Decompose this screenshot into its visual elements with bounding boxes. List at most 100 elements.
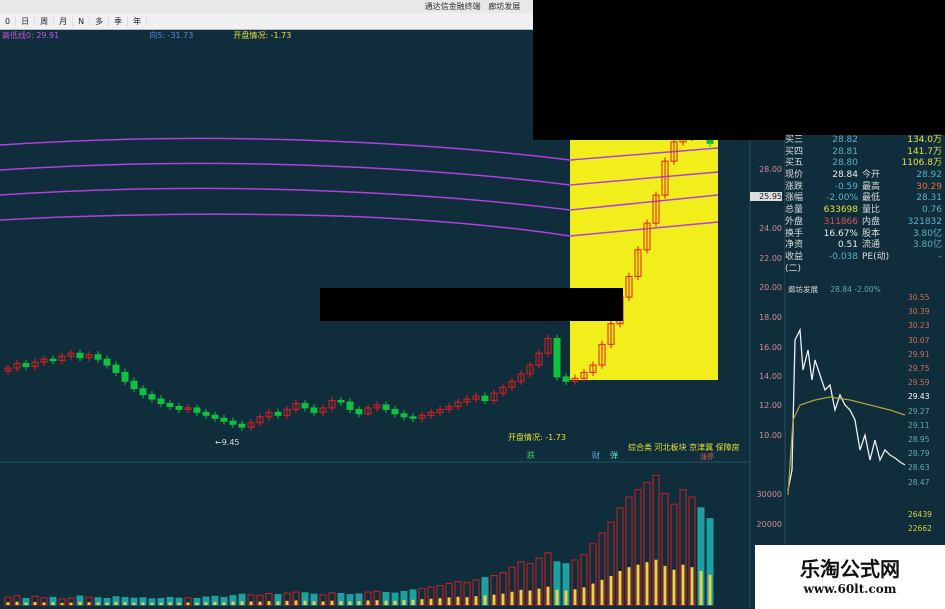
candle [22, 363, 30, 368]
volume-inner-bar [609, 576, 613, 605]
volume-inner-bar [438, 598, 442, 605]
volume-inner-bar [312, 601, 316, 605]
volume-inner-bar [699, 570, 703, 605]
candle [652, 194, 660, 224]
candle [166, 402, 174, 407]
candle [391, 408, 399, 415]
app-title: 通达信金融终端 [424, 2, 481, 11]
quote-label: 现价 [785, 170, 804, 181]
volume-inner-bar [582, 587, 586, 605]
minute-axis-label: 28.47 [908, 477, 930, 487]
candle [580, 371, 588, 379]
volume-inner-bar [15, 601, 19, 605]
candle [112, 364, 120, 373]
candle [508, 380, 516, 388]
quote-row: 买三 28.82 134.0万 [785, 135, 945, 147]
candle [427, 411, 435, 416]
period-month[interactable]: 月 [54, 15, 74, 27]
quote-value-2: 0.76 [921, 205, 942, 216]
volume-axis-label: 30000 [756, 490, 782, 499]
volume-inner-bar [528, 590, 532, 605]
minute-axis-label: 29.91 [908, 349, 930, 359]
candle [274, 411, 282, 416]
quote-value-2: 1106.8万 [901, 158, 943, 169]
quote-value: -0.59 [834, 181, 858, 192]
candle [193, 407, 201, 413]
volume-inner-bar [348, 601, 352, 605]
volume-inner-bar [654, 559, 658, 605]
cai-marker: 财 [592, 451, 600, 460]
quote-label: 外盘 [785, 216, 804, 227]
minute-axis-label: 30.55 [908, 293, 930, 302]
period-year[interactable]: 年 [128, 15, 148, 27]
quote-panel: 买三 28.82 134.0万 买四 28.81 141.7万 买五 28.80 1106.8万… [785, 135, 945, 287]
candle [292, 402, 300, 410]
quote-row: 总量 633698 量比 0.76 [785, 205, 945, 217]
candle [148, 394, 156, 400]
quote-value-2: 30.29 [916, 181, 942, 192]
low-price-marker: ←9.45 [215, 438, 240, 447]
period-quarter[interactable]: 季 [109, 15, 129, 27]
quote-label-2: 量比 [862, 205, 881, 216]
watermark-name: 乐淘公式网 [800, 557, 900, 581]
intraday-avg-line [787, 396, 906, 496]
candle [175, 405, 183, 410]
quote-label-2: 最低 [862, 193, 881, 204]
quote-label-2: 最高 [862, 181, 881, 192]
price-axis-label: 28.00 [759, 165, 782, 174]
candle [589, 364, 597, 373]
quote-row: 收益(二) -0.038 PE(动) - [785, 251, 945, 274]
price-axis-label: 25.95 [750, 192, 782, 201]
volume-inner-bar [267, 600, 271, 605]
ma-label: 高低线0: 29.91 [2, 31, 60, 40]
volume-inner-bar [24, 602, 28, 605]
volume-inner-bar [645, 562, 649, 605]
ma-line-2 [0, 162, 719, 186]
volume-inner-bar [429, 598, 433, 605]
volume-inner-bar [87, 602, 91, 605]
volume-inner-bar [546, 586, 550, 605]
period-0[interactable]: 0 [0, 16, 17, 26]
minute-stock-name: 廊坊发展 [788, 285, 818, 294]
volume-inner-bar [141, 602, 145, 605]
volume-inner-bar [366, 600, 370, 605]
ma-line-1 [0, 137, 719, 161]
candle [13, 363, 21, 369]
minute-chart-header: 廊坊发展 28.84 -2.00% [788, 284, 881, 295]
candle [643, 222, 651, 251]
candle [625, 275, 633, 298]
volume-inner-bar [456, 596, 460, 605]
volume-inner-bar [411, 599, 415, 605]
volume-inner-bar [618, 570, 622, 605]
volume-inner-bar [78, 601, 82, 605]
tan-marker: 弹 [610, 451, 618, 460]
open-info-label: 开盘情况: -1.73 [233, 31, 292, 40]
indicator-info-line: 高低线0: 29.91 向5: -31.73 开盘情况: -1.73 [0, 30, 540, 42]
candle [265, 411, 273, 418]
period-n[interactable]: N [73, 16, 91, 26]
candle [76, 352, 84, 359]
minute-axis-label: 29.43 [908, 392, 930, 402]
minute-axis-label: 30.23 [908, 321, 930, 331]
volume-inner-bar [69, 602, 73, 605]
period-day[interactable]: 日 [16, 15, 36, 27]
quote-row: 外盘 311866 内盘 321832 [785, 217, 945, 229]
volume-inner-bar [60, 602, 64, 605]
candles [4, 130, 714, 431]
volume-inner-bar [6, 602, 10, 605]
candle [517, 373, 525, 382]
volume-inner-bar [627, 567, 631, 605]
period-multi[interactable]: 多 [90, 15, 110, 27]
quote-value: 311866 [823, 216, 858, 227]
candle [355, 408, 363, 415]
candle [40, 358, 48, 363]
quote-value-2: 28.92 [916, 170, 942, 181]
quote-label-2: PE(动) [862, 251, 890, 262]
candle [499, 386, 507, 394]
minute-volume-label: 26439 [908, 510, 932, 519]
candle [283, 408, 291, 416]
minute-axis-label: 30.39 [908, 307, 930, 317]
period-week[interactable]: 周 [35, 15, 55, 27]
price-axis-label: 20.00 [759, 283, 782, 292]
quote-value: -2.00% [826, 193, 858, 204]
